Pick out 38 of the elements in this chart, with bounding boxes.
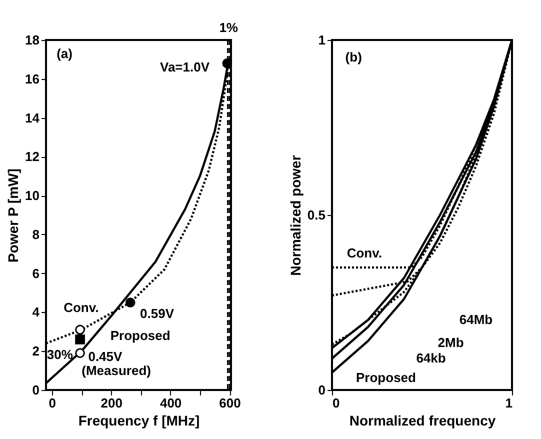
y-tick-label: 6 <box>32 266 40 281</box>
x-tick-label: 600 <box>219 396 241 410</box>
x-axis-title: Normalized frequency <box>349 412 496 428</box>
annotation: (Measured) <box>82 363 151 378</box>
y-axis-title: Power P [mW] <box>5 168 22 262</box>
annotation: 0.59V <box>140 306 174 322</box>
y-tick-label: 10 <box>25 188 40 204</box>
y-tick-label: 1 <box>318 32 326 48</box>
text: 1% <box>219 20 238 35</box>
y-tick-label: 0 <box>32 382 40 398</box>
y-tick-label: 8 <box>32 226 40 242</box>
y-tick-label: 12 <box>25 149 40 164</box>
annotation: (a) <box>56 46 72 61</box>
y-tick-label: 14 <box>25 110 40 126</box>
annotation: 64Mb <box>459 312 493 327</box>
x-tick-label: 400 <box>160 396 182 410</box>
x-tick-label: 1 <box>505 396 512 410</box>
x-tick-label: 200 <box>100 396 122 410</box>
x-tick-label: 0 <box>332 396 340 410</box>
x-axis-title: Frequency f [MHz] <box>78 412 200 428</box>
x-tick-label: 0 <box>48 396 56 410</box>
annotation: (b) <box>345 50 362 64</box>
y-tick-label: 0 <box>318 382 326 398</box>
annotation: 64kb <box>416 350 446 366</box>
annotation: Conv. <box>64 300 99 316</box>
y-tick-label: 4 <box>32 304 40 320</box>
y-tick-label: 0.5 <box>307 208 326 222</box>
annotation: Va=1.0V <box>160 59 210 74</box>
y-tick-label: 2 <box>32 344 40 359</box>
y-axis-title: Normalized power <box>287 154 304 276</box>
annotation: 2Mb <box>438 334 464 350</box>
annotation: Conv. <box>346 246 382 260</box>
annotation: 0.45V <box>88 349 123 364</box>
annotation: Proposed <box>356 370 416 385</box>
y-tick-label: 16 <box>25 71 40 86</box>
annotation: 30% <box>46 347 74 362</box>
annotation: Proposed <box>110 328 170 344</box>
y-tick-label: 18 <box>25 32 40 48</box>
